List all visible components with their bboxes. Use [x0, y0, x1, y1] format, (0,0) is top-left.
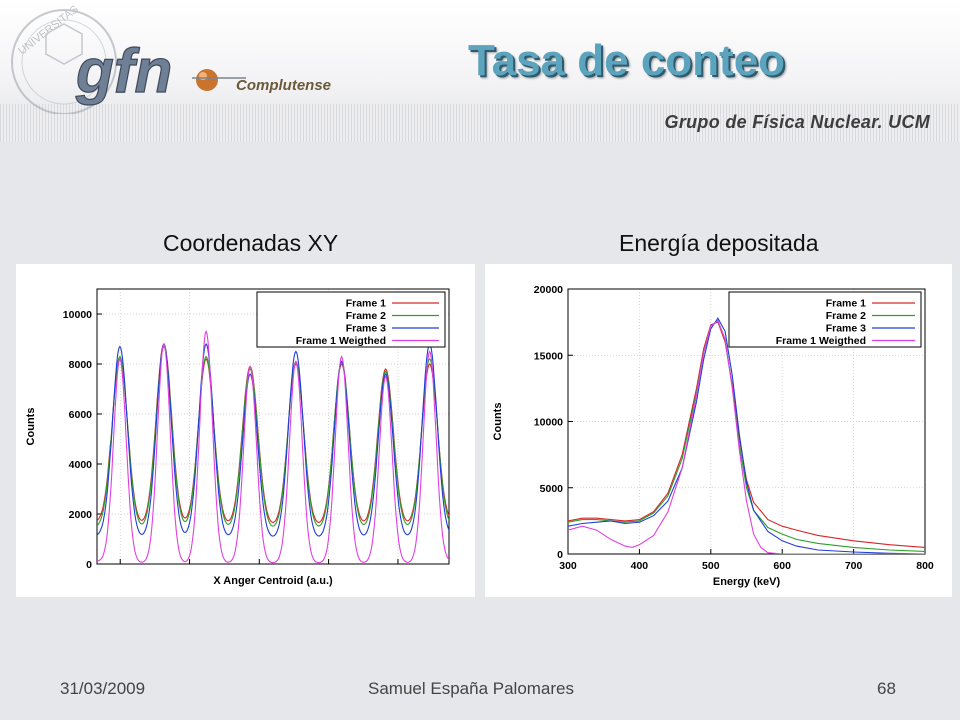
gfn-logo: UNIVERSITAS gfn Complutense [11, 4, 331, 114]
series-line-frame-2 [97, 345, 449, 527]
chart-energy-frame: 0 5000 10000 15000 20000 300 400 500 600 700 800 En… [485, 264, 952, 597]
y-axis-label: Counts [25, 408, 37, 446]
y-tick-label: 10000 [63, 309, 92, 321]
legend-label: Frame 1 Weigthed [776, 335, 866, 347]
logo-subtext: Complutense [236, 77, 331, 94]
x-tick-label: 500 [702, 560, 720, 572]
x-tick-label: 300 [559, 560, 577, 572]
legend-label: Frame 1 Weigthed [296, 335, 386, 347]
legend-box [728, 291, 922, 348]
y-tick-label: 15000 [534, 350, 563, 362]
x-tick-label: 400 [631, 560, 649, 572]
footer-page-number: 68 [877, 679, 896, 698]
y-tick-label: 8000 [69, 359, 93, 371]
legend-label: Frame 1 [346, 298, 386, 310]
chart-energy: 0 5000 10000 15000 20000 300 400 500 600 700 800 En… [492, 284, 934, 588]
page-title: Tasa de conteo [468, 36, 786, 85]
y-tick-label: 2000 [69, 509, 93, 521]
footer-author: Samuel España Palomares [368, 679, 575, 698]
plot-area-border [96, 288, 450, 565]
left-panel-caption: Coordenadas XY [163, 230, 339, 256]
legend-label: Frame 3 [826, 323, 866, 335]
x-axis-label: X Anger Centroid (a.u.) [213, 575, 333, 587]
x-tick-label: 700 [845, 560, 863, 572]
x-tick-label: 800 [916, 560, 934, 572]
y-tick-label: 20000 [534, 284, 563, 296]
group-label: Grupo de Física Nuclear. UCM [664, 112, 930, 132]
chart-xy-frame: 0 2000 4000 6000 8000 10000 X Anger Centroid (… [16, 264, 475, 597]
right-panel-caption: Energía depositada [619, 230, 819, 256]
x-tick-label: 600 [773, 560, 791, 572]
y-tick-label: 0 [557, 549, 563, 561]
x-axis-label: Energy (keV) [713, 576, 781, 588]
legend-label: Frame 1 [826, 298, 866, 310]
series-line-frame-1-weigthed [568, 319, 925, 554]
footer-date: 31/03/2009 [60, 679, 146, 698]
legend-label: Frame 2 [346, 310, 386, 322]
y-tick-label: 5000 [540, 483, 564, 495]
legend-box [256, 291, 446, 348]
y-tick-label: 0 [86, 559, 92, 571]
y-tick-label: 6000 [69, 409, 93, 421]
header-stripe-band [0, 104, 960, 142]
series-line-frame-1-weigthed [97, 330, 449, 564]
y-axis-label: Counts [492, 403, 504, 441]
y-tick-label: 10000 [534, 417, 563, 429]
series-line-frame-3 [568, 317, 925, 554]
y-tick-label: 4000 [69, 459, 93, 471]
series-line-frame-1 [568, 321, 925, 548]
logo-text: gfn [75, 37, 172, 106]
slide-header [0, 0, 960, 142]
legend-label: Frame 3 [346, 323, 386, 335]
chart-xy: 0 2000 4000 6000 8000 10000 X Anger Centroid (… [25, 288, 450, 587]
orange-sphere-icon [196, 69, 218, 91]
legend-label: Frame 2 [826, 310, 866, 322]
series-line-frame-3 [97, 342, 449, 537]
